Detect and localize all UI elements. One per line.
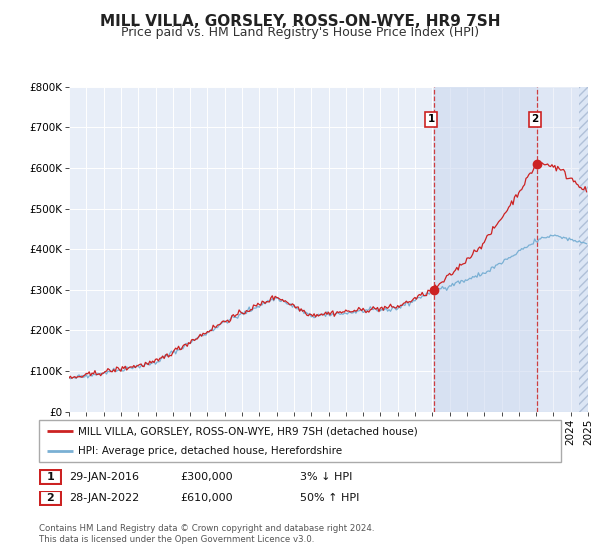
Text: 3% ↓ HPI: 3% ↓ HPI [300, 472, 352, 482]
Bar [434, 87, 538, 412]
Text: £610,000: £610,000 [180, 493, 233, 503]
Text: HPI: Average price, detached house, Herefordshire: HPI: Average price, detached house, Here… [78, 446, 342, 456]
Text: Price paid vs. HM Land Registry's House Price Index (HPI): Price paid vs. HM Land Registry's House … [121, 26, 479, 39]
Text: 28-JAN-2022: 28-JAN-2022 [69, 493, 139, 503]
Text: MILL VILLA, GORSLEY, ROSS-ON-WYE, HR9 7SH (detached house): MILL VILLA, GORSLEY, ROSS-ON-WYE, HR9 7S… [78, 426, 418, 436]
Text: £300,000: £300,000 [180, 472, 233, 482]
FancyBboxPatch shape [40, 491, 61, 506]
Text: 2: 2 [531, 114, 539, 124]
Bar [580, 87, 588, 412]
Text: 1: 1 [427, 114, 435, 124]
Text: 1: 1 [47, 472, 54, 482]
Bar [538, 87, 588, 412]
Text: MILL VILLA, GORSLEY, ROSS-ON-WYE, HR9 7SH: MILL VILLA, GORSLEY, ROSS-ON-WYE, HR9 7S… [100, 14, 500, 29]
Text: 50% ↑ HPI: 50% ↑ HPI [300, 493, 359, 503]
Text: Contains HM Land Registry data © Crown copyright and database right 2024.
This d: Contains HM Land Registry data © Crown c… [39, 524, 374, 544]
Text: 29-JAN-2016: 29-JAN-2016 [69, 472, 139, 482]
FancyBboxPatch shape [40, 470, 61, 484]
FancyBboxPatch shape [39, 420, 561, 462]
Text: 2: 2 [47, 493, 54, 503]
